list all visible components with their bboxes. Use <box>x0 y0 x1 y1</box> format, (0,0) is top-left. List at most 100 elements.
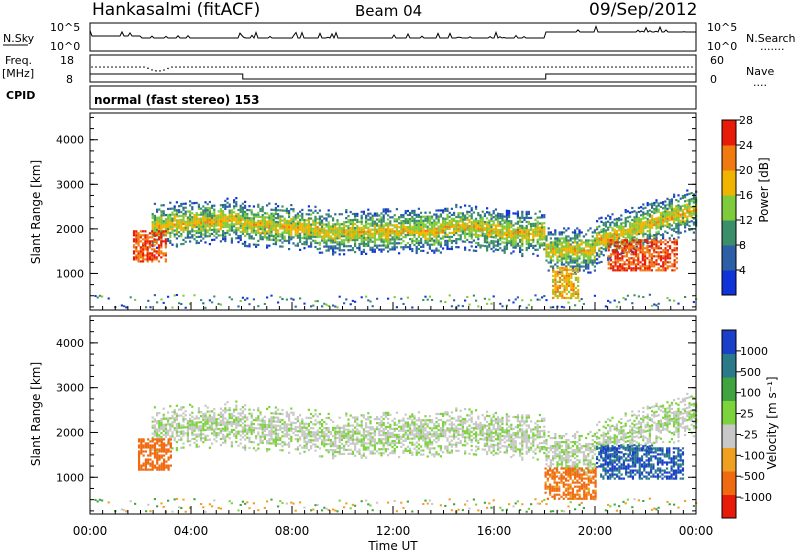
power-cell <box>673 219 676 222</box>
power-cell <box>521 214 524 217</box>
power-cell <box>431 225 434 228</box>
power-cell <box>332 237 335 240</box>
power-cell <box>431 231 434 234</box>
power-cell <box>373 220 376 223</box>
power-cell <box>365 232 368 235</box>
velocity-cell <box>173 437 176 440</box>
power-cell <box>585 267 588 270</box>
power-cell <box>382 238 385 241</box>
power-cell <box>446 227 449 230</box>
power-cell <box>312 233 315 236</box>
power-cell <box>132 230 136 233</box>
power-cell <box>213 210 216 213</box>
velocity-cell <box>208 420 211 423</box>
nave-point <box>103 66 105 68</box>
power-cell <box>351 238 354 242</box>
power-cell <box>433 249 436 252</box>
power-cell <box>623 261 626 264</box>
velocity-cell <box>217 427 220 431</box>
velocity-cell <box>252 431 255 434</box>
power-cell <box>650 261 654 264</box>
power-cell <box>643 247 647 250</box>
power-cell <box>671 241 674 244</box>
power-cell <box>664 259 667 262</box>
power-cell <box>325 239 328 242</box>
power-cell <box>292 208 295 211</box>
power-cell <box>646 239 649 242</box>
power-cell <box>569 243 572 246</box>
velocity-cell <box>250 430 253 434</box>
power-cell <box>630 267 633 270</box>
velocity-cell <box>222 441 225 444</box>
power-cell <box>572 284 575 288</box>
power-cell <box>572 268 575 271</box>
power-cell <box>272 214 275 218</box>
power-cell <box>202 217 205 220</box>
power-cell <box>239 218 242 221</box>
power-cell <box>336 231 339 234</box>
power-cell <box>642 215 645 218</box>
power-cell <box>180 234 183 238</box>
velocity-cell <box>197 433 200 436</box>
power-cell <box>351 234 354 238</box>
power-cell <box>301 208 304 212</box>
power-cell <box>204 227 207 230</box>
power-cell <box>433 229 436 232</box>
velocity-cell <box>228 423 231 426</box>
nave-point <box>599 66 601 68</box>
power-cell <box>387 210 390 213</box>
power-cell <box>283 223 286 226</box>
power-cell <box>657 204 660 207</box>
power-cell <box>664 253 667 256</box>
power-cell <box>670 234 673 237</box>
power-cell <box>450 239 453 243</box>
power-cell <box>135 238 138 241</box>
power-cell <box>316 241 319 245</box>
power-cell <box>479 244 482 247</box>
power-cell <box>556 272 559 275</box>
power-cell <box>314 233 317 237</box>
power-cell <box>175 237 178 240</box>
power-cell <box>233 225 236 228</box>
power-cell <box>621 249 624 252</box>
power-cell <box>356 226 359 230</box>
power-cell <box>173 219 176 222</box>
power-cell <box>470 223 473 226</box>
power-cell <box>261 232 264 235</box>
power-cell <box>175 293 178 296</box>
power-cell <box>250 209 253 212</box>
power-cell <box>200 233 203 236</box>
velocity-cell <box>250 420 253 424</box>
power-cell <box>611 237 614 240</box>
power-cell <box>622 229 625 232</box>
velocity-cell <box>195 443 198 446</box>
power-cell <box>404 221 407 225</box>
power-cell <box>623 251 626 254</box>
power-cell <box>673 215 676 218</box>
power-cell <box>475 225 478 228</box>
power-cell <box>688 206 691 209</box>
power-cell <box>431 298 434 301</box>
power-cell <box>215 220 218 223</box>
power-cell <box>662 267 665 270</box>
power-cell <box>230 241 233 244</box>
power-cell <box>327 245 330 248</box>
power-cell <box>525 246 528 250</box>
velocity-cell <box>255 435 258 438</box>
power-cell <box>347 245 350 248</box>
power-cell <box>380 250 383 253</box>
power-cell <box>444 231 447 235</box>
power-cell <box>288 227 291 231</box>
power-cell <box>204 201 207 204</box>
power-cell <box>625 239 629 242</box>
power-cell <box>332 225 335 228</box>
power-cell <box>325 241 328 244</box>
power-cell <box>508 229 511 233</box>
power-cell <box>651 224 654 227</box>
power-cell <box>266 224 269 227</box>
power-cell <box>554 278 557 282</box>
velocity-cell <box>200 411 203 414</box>
power-cell <box>202 211 205 214</box>
power-cell <box>213 230 216 233</box>
